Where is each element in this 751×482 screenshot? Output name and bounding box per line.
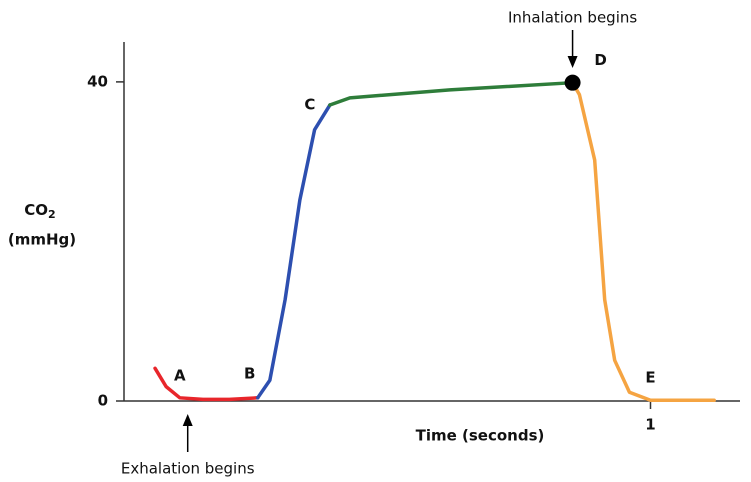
x-axis-label: Time (seconds) [416, 427, 545, 445]
point-label: B [244, 364, 255, 382]
arrow-head [567, 56, 578, 68]
arrow-head [182, 414, 193, 426]
point-label: E [645, 369, 655, 387]
line-segment [255, 103, 332, 400]
point-label: A [174, 366, 186, 384]
annotation: Exhalation begins [121, 460, 255, 478]
y-label-unit: (mmHg) [8, 231, 76, 249]
y-tick-label: 40 [87, 72, 108, 90]
y-label-text: CO [24, 201, 48, 219]
point-label: C [304, 96, 315, 114]
line-segment [328, 80, 575, 107]
point-marker [564, 74, 581, 91]
y-axis-label: CO2 [24, 201, 55, 222]
point-label: D [594, 51, 606, 69]
annotation: Inhalation begins [508, 9, 637, 27]
y-tick-label: 0 [98, 392, 108, 410]
x-tick-label: 1 [645, 416, 655, 434]
line-segment [570, 80, 716, 402]
y-label-subscript: 2 [48, 208, 56, 221]
line-segment [153, 366, 260, 402]
